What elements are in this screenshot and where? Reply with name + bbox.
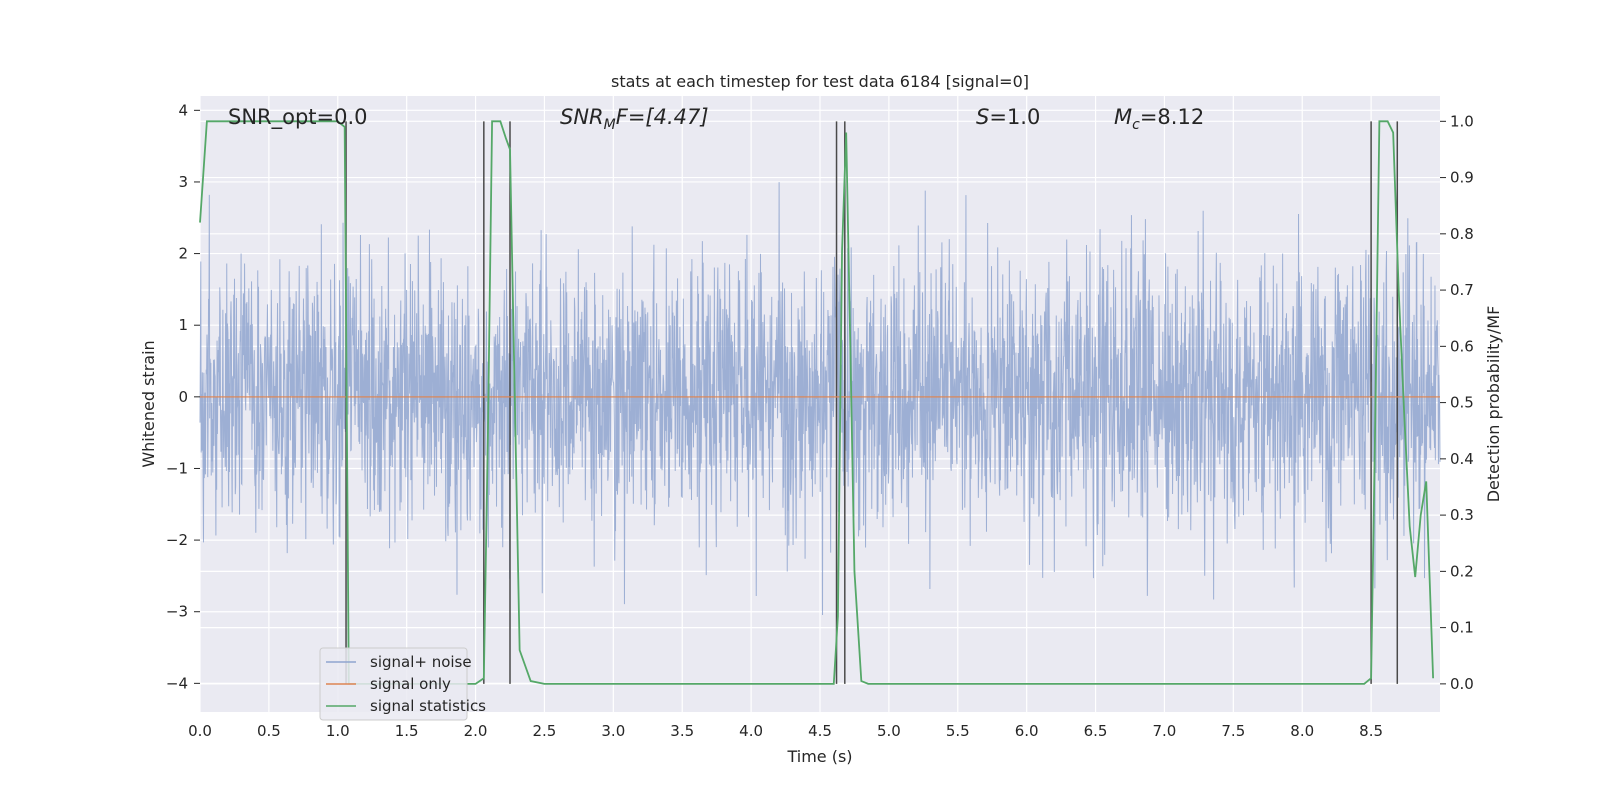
y-tick-label: 4 <box>178 101 188 119</box>
legend: signal+ noise signal only signal statist… <box>319 647 486 721</box>
x-tick-label: 5.5 <box>946 722 970 740</box>
x-tick-label: 0.5 <box>257 722 281 740</box>
ticks: 0.0 0.5 1.0 1.5 2.0 2.5 3.0 3.5 4.0 4.5 5.0 5.5 6.0 6… <box>166 101 1474 740</box>
annotation-mc-rest: =8.12 <box>1140 105 1204 129</box>
legend-label-signal-statistics: signal statistics <box>370 697 486 715</box>
x-tick-label: 3.0 <box>601 722 625 740</box>
annotation-mc-sub: c <box>1132 117 1140 133</box>
annotation-mc-main: M <box>1114 105 1132 129</box>
legend-box <box>319 647 468 721</box>
x-tick-label: 7.5 <box>1221 722 1245 740</box>
x-tick-label: 3.5 <box>670 722 694 740</box>
y2-tick-label: 0.5 <box>1450 394 1474 412</box>
annotation-s-rest: =1.0 <box>989 105 1040 129</box>
series-signal-noise <box>199 182 1441 615</box>
y-tick-label: −2 <box>166 531 188 549</box>
y-tick-label: −1 <box>166 459 188 477</box>
y2-tick-label: 0.7 <box>1450 281 1474 299</box>
y-tick-label: 3 <box>178 173 188 191</box>
y2-tick-label: 0.6 <box>1450 337 1474 355</box>
annotation-snr-mf-rest: F=[4.47] <box>616 105 709 129</box>
y2-tick-label: 0.4 <box>1450 450 1474 468</box>
y-tick-label: 1 <box>178 316 188 334</box>
y-tick-label: 0 <box>178 388 188 406</box>
x-tick-label: 4.5 <box>808 722 832 740</box>
y-tick-label: −3 <box>166 603 188 621</box>
y2-tick-label: 0.3 <box>1450 506 1474 524</box>
annotation-mc: Mc=8.12 <box>1114 105 1204 133</box>
x-tick-label: 1.5 <box>395 722 419 740</box>
series-lines <box>199 120 1440 685</box>
y2-tick-label: 0.1 <box>1450 619 1474 637</box>
x-tick-label: 7.0 <box>1153 722 1177 740</box>
x-tick-label: 0.0 <box>188 722 212 740</box>
annotation-snr-mf: SNRMF=[4.47] <box>560 105 709 133</box>
x-tick-label: 8.0 <box>1290 722 1314 740</box>
x-tick-label: 6.5 <box>1084 722 1108 740</box>
legend-label-signal-noise: signal+ noise <box>370 653 472 671</box>
y-tick-label: 2 <box>178 245 188 263</box>
y-axis-label: Whitened strain <box>139 340 158 467</box>
y2-tick-label: 0.9 <box>1450 169 1474 187</box>
x-tick-label: 8.5 <box>1359 722 1383 740</box>
y-tick-label: −4 <box>166 674 188 692</box>
x-tick-label: 2.5 <box>533 722 557 740</box>
x-tick-label: 4.0 <box>739 722 763 740</box>
x-tick-label: 1.0 <box>326 722 350 740</box>
y2-tick-label: 0.8 <box>1450 225 1474 243</box>
y2-tick-label: 0.0 <box>1450 675 1474 693</box>
annotation-snr-mf-main: SNR <box>560 105 604 129</box>
y2-axis-label: Detection probability/MF <box>1484 306 1503 503</box>
x-tick-label: 6.0 <box>1015 722 1039 740</box>
annotation-s-main: S <box>976 105 989 129</box>
chart-title: stats at each timestep for test data 618… <box>611 72 1029 91</box>
annotation-snr-opt: SNR_opt=0.0 <box>228 105 368 130</box>
y2-tick-label: 1.0 <box>1450 112 1474 130</box>
series-signal-statistics <box>199 120 1435 685</box>
x-tick-label: 2.0 <box>464 722 488 740</box>
noise-series <box>199 182 1441 615</box>
annotation-s: S=1.0 <box>976 105 1040 129</box>
annotation-snr-mf-sub: M <box>604 117 616 133</box>
x-axis-label: Time (s) <box>786 747 852 766</box>
legend-label-signal-only: signal only <box>370 675 451 693</box>
x-tick-label: 5.0 <box>877 722 901 740</box>
y2-tick-label: 0.2 <box>1450 562 1474 580</box>
